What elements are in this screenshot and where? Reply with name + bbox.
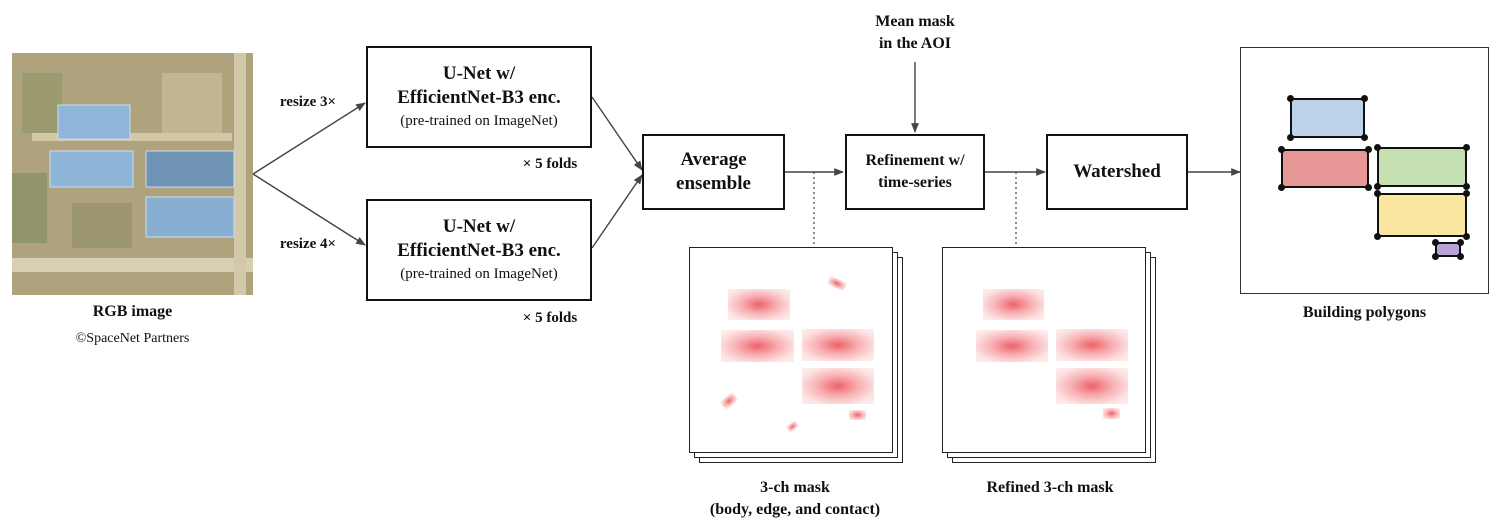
mean-mask-line2: in the AOI bbox=[878, 35, 951, 52]
arrow-unet-top-to-ensemble bbox=[591, 96, 643, 171]
resize-4x-label: resize 4× bbox=[279, 236, 337, 252]
arrow-image-to-unet-top bbox=[252, 102, 366, 175]
mean-mask-label: Mean mask in the AOI bbox=[845, 11, 985, 55]
polygon-vertex bbox=[1374, 233, 1381, 240]
polygon-vertex bbox=[1432, 253, 1439, 260]
polygon-blue bbox=[1290, 98, 1365, 138]
polygon-vertex bbox=[1365, 146, 1372, 153]
polygon-vertex bbox=[1463, 233, 1470, 240]
refinement-line1: Refinement w/ bbox=[865, 152, 965, 169]
refined-blob-1 bbox=[983, 289, 1044, 320]
polygon-vertex bbox=[1278, 184, 1285, 191]
unet-bottom-box: U-Net w/ EfficientNet-B3 enc. (pre-train… bbox=[366, 199, 592, 301]
unet-top-box: U-Net w/ EfficientNet-B3 enc. (pre-train… bbox=[366, 46, 592, 148]
polygon-vertex bbox=[1287, 95, 1294, 102]
building-polygons-label: Building polygons bbox=[1302, 304, 1427, 321]
polygon-yellow bbox=[1377, 193, 1467, 237]
polygon-vertex bbox=[1463, 190, 1470, 197]
mask-label-line2: (body, edge, and contact) bbox=[709, 501, 881, 518]
mask-blob-3 bbox=[802, 329, 874, 361]
refined-blob-3 bbox=[1056, 329, 1128, 361]
polygon-vertex bbox=[1361, 95, 1368, 102]
unet-bottom-line1: U-Net w/ bbox=[442, 216, 516, 237]
unet-top-note: (pre-trained on ImageNet) bbox=[400, 113, 558, 129]
mask-contact-2 bbox=[719, 392, 739, 410]
polygon-vertex bbox=[1374, 183, 1381, 190]
rgb-satellite-image bbox=[12, 53, 253, 295]
average-ensemble-box: Average ensemble bbox=[642, 134, 785, 210]
polygon-red bbox=[1281, 149, 1369, 188]
polygon-purple bbox=[1435, 242, 1461, 257]
refined-blob-5 bbox=[1103, 408, 1120, 419]
polygon-vertex bbox=[1361, 134, 1368, 141]
arrow-unet-bottom-to-ensemble bbox=[591, 174, 643, 249]
refinement-box: Refinement w/ time-series bbox=[845, 134, 985, 210]
refined-blob-2 bbox=[976, 330, 1048, 362]
polygon-vertex bbox=[1278, 146, 1285, 153]
mask-sheet-front bbox=[689, 247, 893, 453]
polygon-vertex bbox=[1463, 183, 1470, 190]
mask-contact-1 bbox=[826, 275, 848, 292]
refined-sheet-front bbox=[942, 247, 1146, 453]
unet-bottom-note: (pre-trained on ImageNet) bbox=[400, 266, 558, 282]
ensemble-line2: ensemble bbox=[676, 173, 751, 194]
mask-blob-4 bbox=[802, 368, 874, 404]
resize-3x-label: resize 3× bbox=[279, 94, 337, 110]
ensemble-line1: Average bbox=[680, 149, 747, 170]
unet-top-line2: EfficientNet-B3 enc. bbox=[397, 87, 561, 108]
polygon-vertex bbox=[1374, 190, 1381, 197]
image-credit: ©SpaceNet Partners bbox=[75, 331, 190, 346]
mask-label-line1: 3-ch mask bbox=[760, 479, 830, 496]
polygon-vertex bbox=[1432, 239, 1439, 246]
mask-contact-3 bbox=[785, 420, 800, 433]
unet-top-folds: × 5 folds bbox=[522, 156, 578, 172]
polygon-green bbox=[1377, 147, 1467, 187]
mask-blob-5 bbox=[849, 410, 866, 420]
mask-blob-1 bbox=[728, 289, 790, 320]
rgb-image-label: RGB image bbox=[92, 303, 173, 320]
watershed-label: Watershed bbox=[1073, 161, 1161, 182]
mask-blob-2 bbox=[721, 330, 794, 362]
refinement-line2: time-series bbox=[878, 174, 952, 191]
polygon-vertex bbox=[1365, 184, 1372, 191]
refined-blob-4 bbox=[1056, 368, 1128, 404]
polygon-vertex bbox=[1457, 239, 1464, 246]
polygon-vertex bbox=[1374, 144, 1381, 151]
polygon-vertex bbox=[1457, 253, 1464, 260]
building-polygons-panel bbox=[1240, 47, 1489, 294]
polygon-vertex bbox=[1463, 144, 1470, 151]
polygon-vertex bbox=[1287, 134, 1294, 141]
mask-label: 3-ch mask (body, edge, and contact) bbox=[660, 477, 930, 521]
unet-bottom-folds: × 5 folds bbox=[522, 310, 578, 326]
arrow-image-to-unet-bottom bbox=[252, 173, 366, 246]
watershed-box: Watershed bbox=[1046, 134, 1188, 210]
mean-mask-line1: Mean mask bbox=[875, 13, 955, 30]
unet-top-line1: U-Net w/ bbox=[442, 63, 516, 84]
refined-mask-label: Refined 3-ch mask bbox=[986, 479, 1114, 496]
unet-bottom-line2: EfficientNet-B3 enc. bbox=[397, 240, 561, 261]
